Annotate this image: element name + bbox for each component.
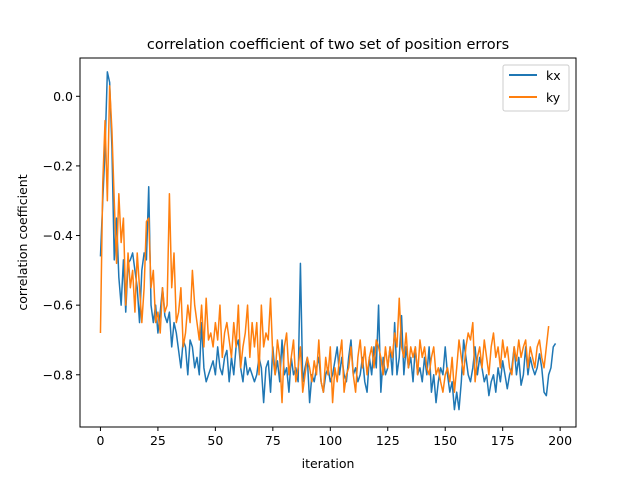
plot-frame	[79, 57, 577, 428]
plot-area	[79, 57, 577, 428]
x-tick-label: 100	[318, 433, 342, 448]
y-tick-label: −0.4	[43, 228, 73, 243]
y-tick-label: −0.2	[43, 158, 73, 173]
y-tick-label: −0.8	[43, 367, 73, 382]
x-tick-label: 200	[548, 433, 572, 448]
chart-title: correlation coefficient of two set of po…	[147, 37, 509, 53]
series-line-ky	[99, 85, 550, 404]
y-axis: 0.0 −0.2 −0.4 −0.6 −0.8	[43, 89, 80, 382]
series-layer	[99, 71, 557, 411]
legend-box	[502, 64, 570, 112]
x-tick-label: 150	[433, 433, 457, 448]
x-tick-label: 50	[207, 433, 223, 448]
y-tick-label: 0.0	[53, 89, 73, 104]
y-tick-label: −0.6	[43, 298, 73, 313]
x-axis: 0 25 50 75 100 125 150 175 200	[96, 427, 572, 448]
x-tick-label: 175	[491, 433, 515, 448]
legend: kx ky	[502, 64, 570, 112]
x-tick-label: 75	[265, 433, 281, 448]
x-tick-label: 0	[96, 433, 104, 448]
y-axis-label: correlation coefficient	[15, 174, 30, 310]
x-axis-label: iteration	[302, 456, 355, 471]
x-tick-label: 125	[376, 433, 400, 448]
x-tick-label: 25	[150, 433, 166, 448]
legend-label-kx: kx	[546, 68, 561, 83]
legend-label-ky: ky	[546, 90, 561, 105]
